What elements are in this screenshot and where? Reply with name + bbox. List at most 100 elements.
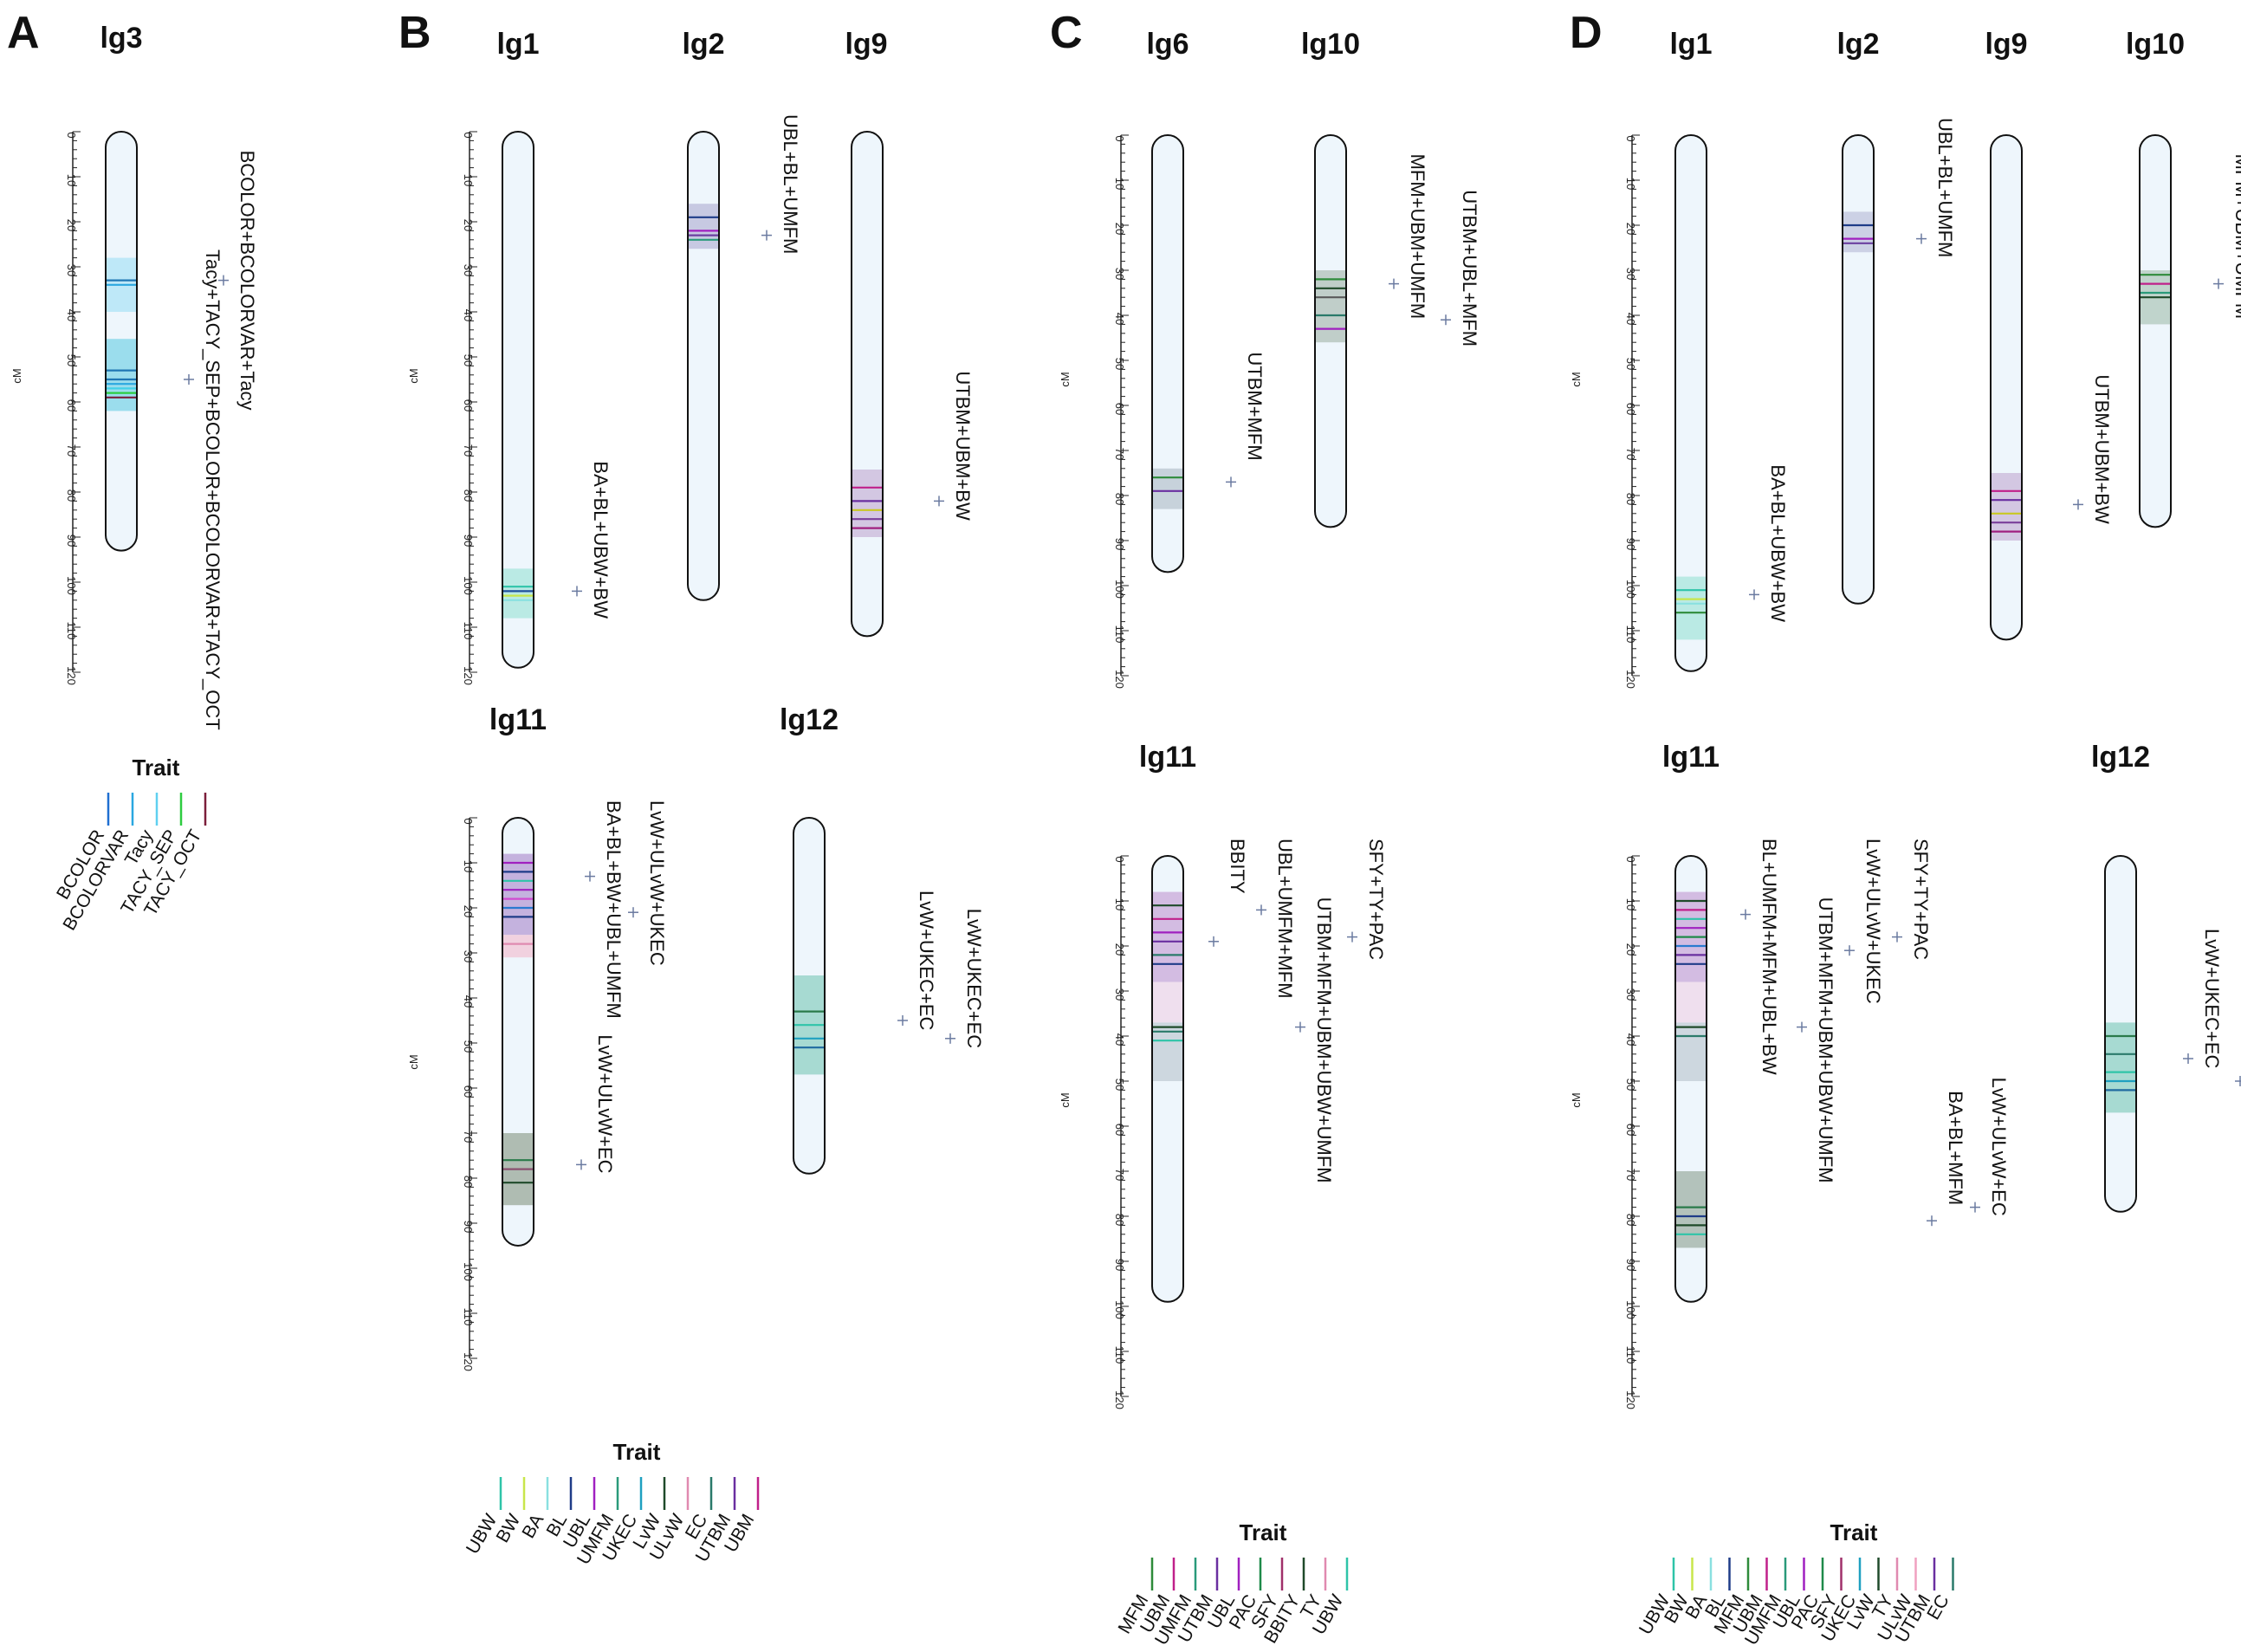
axis-tick-label: 10 (1624, 178, 1637, 190)
axis-tick-label: 90 (1624, 538, 1637, 550)
axis-tick-label: 20 (462, 905, 475, 917)
axis-tick-label: 90 (462, 534, 475, 547)
axis-tick-label: 60 (65, 399, 78, 411)
chromosome-body (502, 132, 534, 668)
qtl-label: UBL+BL+UMFM (780, 114, 801, 254)
confidence-interval (1152, 468, 1183, 509)
chromosome-lg11: lg11 BBITY UBL+UMFM+MFM UTBM+MFM+UBM+UBW+UM… (1139, 741, 1387, 1303)
axis-tick-label: 30 (462, 264, 475, 276)
confidence-interval (502, 853, 534, 936)
chromosome-lg10: lg10 MFM+UBM+UMFM (2126, 28, 2241, 528)
chromosome-title: lg10 (1301, 28, 1360, 61)
chromosome-body (1675, 135, 1707, 671)
chromosome-outline (1151, 855, 1184, 1303)
chromosome-interior (1991, 473, 2022, 541)
qtl-label: SFY+TY+PAC (1365, 839, 1387, 960)
qtl-label: UBL+UMFM+MFM (1274, 839, 1296, 999)
qtl-label: BCOLOR+BCOLORVAR+Tacy (236, 151, 258, 411)
confidence-interval (1675, 981, 1707, 1023)
chromosome-outline (1151, 134, 1184, 573)
chromosome-lg3: lg3 BCOLOR+BCOLORVAR+Tacy Tacy+TACY_SEP+BC… (100, 22, 258, 730)
axis-tick-label: 10 (462, 174, 475, 186)
axis-unit-label: cM (10, 368, 23, 383)
chromosome-title: lg1 (496, 28, 539, 61)
qtl-label: BA+BL+UBW+BW (590, 461, 612, 619)
axis-tick-label: 20 (1113, 943, 1126, 956)
axis-tick-label: 20 (1624, 223, 1637, 235)
axis-tick-label: 120 (1624, 670, 1637, 689)
axis-tick-label: 120 (1113, 670, 1126, 689)
axis-tick-label: 30 (462, 950, 475, 962)
chromosome-interior (1843, 211, 1874, 253)
panel-label: A (7, 8, 40, 58)
qtl-label: UTBM+UBL+MFM (1459, 190, 1480, 347)
chromosome-outline (1842, 134, 1875, 605)
qtl-label: LvW+ULvW+EC (594, 1034, 616, 1173)
chromosome-interior (1675, 576, 1707, 640)
qtl-label: UTBM+MFM+UBM+UBW+UMFM (1313, 897, 1335, 1183)
qtl-label: LvW+UKEC+EC (2201, 929, 2223, 1068)
qtl-label: MFM+UBM+UMFM (2231, 154, 2241, 320)
axis-tick-label: 30 (1624, 268, 1637, 280)
confidence-interval (852, 470, 883, 537)
legend-title: Trait (1830, 1519, 1878, 1545)
legend-title: Trait (1240, 1519, 1287, 1545)
chromosome-outline (105, 131, 138, 552)
axis-tick-label: 90 (1113, 538, 1126, 550)
chromosome-interior (2140, 270, 2171, 325)
cm-axis: 0 10 20 30 40 50 60 70 80 90 100 110 120 cM (1059, 855, 1129, 1409)
qtl-label: LvW+UKEC+EC (963, 909, 985, 1048)
axis-tick-label: 50 (1113, 1079, 1126, 1091)
qtl-label: BA+BL+UBW+BW (1767, 464, 1789, 622)
axis-tick-label: 40 (462, 995, 475, 1007)
qtl-label: UTBM+UBM+BW (952, 371, 974, 521)
axis-tick-label: 80 (1624, 493, 1637, 505)
axis-tick-label: 20 (1113, 223, 1126, 235)
chromosome-outline (502, 817, 534, 1247)
axis-unit-label: cM (1059, 372, 1072, 386)
axis-tick-label: 50 (462, 1040, 475, 1053)
axis-tick-label: 120 (65, 666, 78, 685)
cm-axis: 0 10 20 30 40 50 60 70 80 90 100 110 120 cM (1570, 134, 1640, 689)
axis-tick-label: 70 (1624, 448, 1637, 460)
axis-tick-label: 20 (65, 219, 78, 231)
axis-tick-label: 110 (1113, 1346, 1126, 1364)
axis-tick-label: 60 (1624, 403, 1637, 415)
chromosome-outline (2139, 134, 2172, 528)
chromosome-title: lg9 (1985, 28, 2027, 61)
axis-tick-label: 50 (1624, 1079, 1637, 1091)
axis-tick-label: 40 (1624, 313, 1637, 325)
axis-tick-label: 80 (462, 1176, 475, 1188)
chromosome-body (2140, 135, 2171, 528)
axis-tick-label: 30 (1113, 988, 1126, 1001)
axis-tick-label: 0 (1624, 856, 1637, 862)
axis-tick-label: 50 (462, 354, 475, 366)
axis-tick-label: 70 (462, 444, 475, 457)
axis-tick-label: 40 (65, 309, 78, 321)
qtl-label: LvW+ULvW+EC (1988, 1078, 2010, 1216)
panel-label: B (398, 8, 431, 58)
axis-unit-label: cM (407, 1054, 420, 1069)
axis-tick-label: 30 (65, 264, 78, 276)
chromosome-outline (851, 131, 884, 638)
axis-tick-label: 0 (1624, 135, 1637, 141)
axis-tick-label: 100 (462, 1262, 475, 1281)
axis-tick-label: 20 (1624, 943, 1637, 956)
axis-unit-label: cM (1570, 372, 1583, 386)
qtl-label: UTBM+MFM+UBM+UBW+UMFM (1815, 897, 1836, 1183)
chromosome-lg11: lg11 BL+UMFM+MFM+UBL+BW UTBM+MFM+UBM+UBW+U… (1662, 741, 2010, 1303)
axis-unit-label: cM (1570, 1092, 1583, 1107)
chromosome-body (1843, 135, 1874, 604)
axis-tick-label: 0 (1113, 856, 1126, 862)
chromosome-title: lg3 (100, 22, 142, 55)
axis-tick-label: 60 (1113, 403, 1126, 415)
cm-axis: 0 10 20 30 40 50 60 70 80 90 100 110 120 cM (1570, 855, 1640, 1409)
axis-tick-label: 0 (65, 132, 78, 138)
chromosome-title: lg11 (1139, 741, 1196, 774)
axis-tick-label: 10 (462, 860, 475, 872)
chromosome-title: lg2 (682, 28, 724, 61)
axis-tick-label: 50 (1113, 358, 1126, 370)
axis-tick-label: 120 (1624, 1390, 1637, 1409)
chromosome-lg10: lg10 MFM+UBM+UMFM UTBM+UBL+MFM (1301, 28, 1480, 528)
